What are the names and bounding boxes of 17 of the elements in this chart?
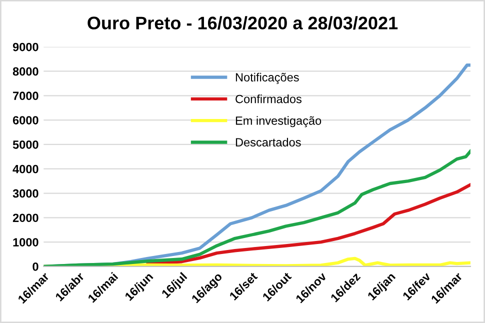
legend-label: Descartados [236, 138, 301, 146]
legend-label: Notificações [236, 72, 299, 84]
y-tick-label: 6000 [12, 116, 38, 124]
y-tick-label: 0 [32, 262, 38, 271]
y-tick-label: 5000 [12, 140, 38, 149]
line-series [146, 183, 470, 266]
y-tick-label: 7000 [13, 92, 38, 100]
y-tick-label: 1000 [13, 238, 38, 246]
y-tick-label: 8000 [12, 67, 38, 76]
y-tick-label: 3000 [12, 189, 38, 198]
legend-label: Confirmados [236, 94, 302, 104]
chart-title: Ouro Preto - 16/03/2020 a 28/03/2021 [88, 16, 398, 30]
legend-label: Em investigação [236, 116, 322, 128]
y-tick-label: 4000 [12, 164, 38, 174]
line-series [44, 150, 470, 266]
y-tick-label: 2000 [12, 214, 38, 222]
y-tick-label: 9000 [12, 42, 38, 52]
